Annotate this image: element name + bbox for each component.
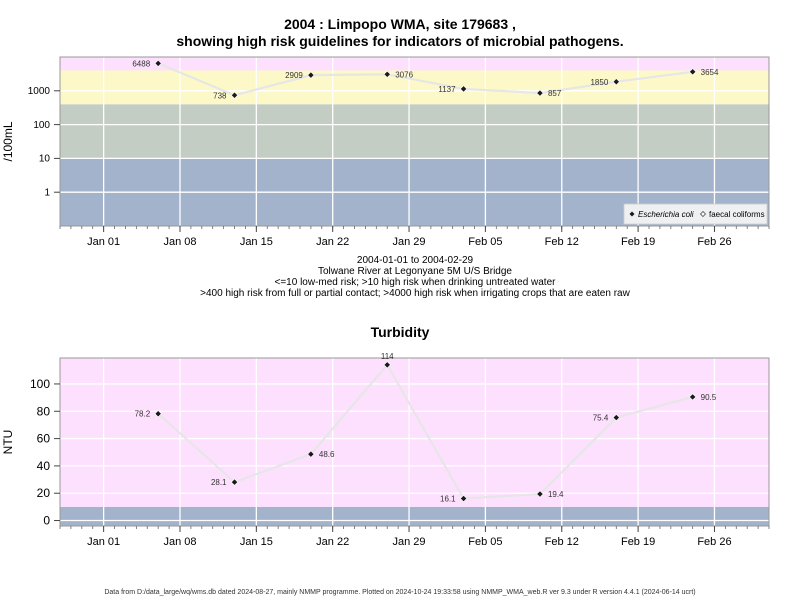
footer-note: Data from D:/data_large/wq/wms.db dated …: [104, 589, 696, 596]
series-line: [157, 62, 693, 97]
legend-ecoli-marker: [629, 211, 635, 217]
risk-band-1: [60, 104, 769, 159]
chart-title-line1: 2004 : Limpopo WMA, site 179683 ,: [284, 16, 516, 32]
y-tick-label: 100: [30, 377, 50, 391]
x-tick-label: Jan 15: [240, 536, 273, 548]
caption-guideline-drinking: <=10 low-med risk; >10 high risk when dr…: [274, 277, 556, 288]
caption-guideline-contact: >400 high risk from full or partial cont…: [200, 288, 630, 299]
x-tick-label: Feb 19: [621, 236, 655, 248]
x-tick-label: Feb 26: [697, 236, 731, 248]
data-point: [307, 450, 315, 458]
data-label: 3654: [701, 68, 719, 77]
risk-band-0: [60, 506, 769, 526]
caption-date-range: 2004-01-01 to 2004-02-29: [356, 255, 474, 266]
data-point: [383, 70, 391, 78]
ecoli-chart: Jan 01 Jan 08 Jan 15 Jan 22 Jan 29 Feb 05 Feb …: [1, 56, 770, 248]
data-point: [689, 68, 697, 76]
risk-band-2: [60, 70, 769, 105]
data-label: 16.1: [440, 495, 456, 504]
data-label: 90.5: [701, 393, 717, 402]
chart-caption: 2004-01-01 to 2004-02-29 Tolwane River a…: [0, 255, 800, 299]
y-tick-label: 0: [43, 514, 50, 528]
data-point: [383, 361, 391, 369]
plot-frame: [59, 357, 770, 527]
data-label: 48.6: [319, 450, 335, 459]
legend-faecal-label: faecal coliforms: [709, 210, 765, 219]
data-label: 28.1: [211, 478, 227, 487]
data-point: [612, 413, 620, 422]
data-point: [459, 494, 468, 503]
data-point: [307, 71, 315, 79]
data-point: [230, 91, 239, 99]
y-tick-label: 1000: [28, 86, 51, 97]
data-label: 6488: [132, 59, 150, 68]
caption-site-name: Tolwane River at Legonyane 5M U/S Bridge: [318, 266, 512, 277]
x-tick-label: Jan 08: [163, 236, 196, 248]
data-point: [154, 410, 162, 418]
risk-band-3: [60, 57, 769, 71]
data-point: [536, 89, 544, 97]
y-tick-label: 40: [37, 459, 51, 473]
x-tick-label: Feb 19: [621, 536, 655, 548]
y-tick-label: 10: [39, 154, 51, 165]
data-point: [689, 393, 697, 401]
data-label: 857: [548, 89, 562, 98]
data-label: 1137: [438, 85, 456, 94]
data-label: 75.4: [593, 414, 609, 423]
data-label: 78.2: [135, 410, 151, 419]
data-label: 3076: [395, 70, 413, 79]
x-tick-label: Jan 29: [393, 236, 426, 248]
x-tick-label: Jan 29: [393, 536, 426, 548]
data-label: 2909: [285, 71, 303, 80]
y-tick-label: 80: [37, 404, 51, 418]
y-tick-label: 60: [37, 432, 51, 446]
x-tick-label: Feb 12: [545, 536, 579, 548]
x-tick-label: Feb 12: [545, 236, 579, 248]
data-label: 738: [213, 91, 227, 100]
x-tick-label: Jan 01: [87, 236, 120, 248]
data-point: [536, 490, 544, 498]
data-point: [612, 78, 620, 86]
legend-box: [623, 203, 768, 225]
x-tick-label: Feb 05: [468, 236, 502, 248]
plot-frame: [59, 56, 770, 227]
data-point: [154, 59, 162, 67]
x-tick-label: Jan 08: [163, 536, 196, 548]
data-label: 19.4: [548, 490, 564, 499]
risk-band-1: [60, 358, 769, 507]
y-tick-label: 1: [44, 188, 50, 199]
x-tick-label: Feb 05: [468, 536, 502, 548]
y-axis-label: NTU: [1, 430, 15, 455]
y-tick-label: 20: [37, 486, 51, 500]
x-tick-label: Jan 01: [87, 536, 120, 548]
legend-faecal-marker: [700, 211, 706, 217]
data-label: 114: [381, 352, 394, 361]
data-label: 1850: [590, 78, 608, 87]
x-tick-label: Feb 26: [697, 536, 731, 548]
y-tick-label: 100: [33, 120, 50, 131]
x-tick-label: Jan 15: [240, 236, 273, 248]
data-point: [230, 478, 239, 486]
data-point: [459, 85, 468, 93]
turbidity-chart: Jan 01 Jan 08 Jan 15 Jan 22 Jan 29 Feb 05 Feb …: [1, 352, 770, 548]
series-line: [157, 362, 693, 500]
x-tick-label: Jan 22: [316, 536, 349, 548]
chart-title-line2: showing high risk guidelines for indicat…: [176, 33, 624, 49]
y-axis-label: /100mL: [1, 121, 15, 161]
turbidity-title: Turbidity: [370, 324, 430, 340]
x-tick-label: Jan 22: [316, 236, 349, 248]
legend-ecoli-label: Escherichia coli: [638, 210, 694, 219]
